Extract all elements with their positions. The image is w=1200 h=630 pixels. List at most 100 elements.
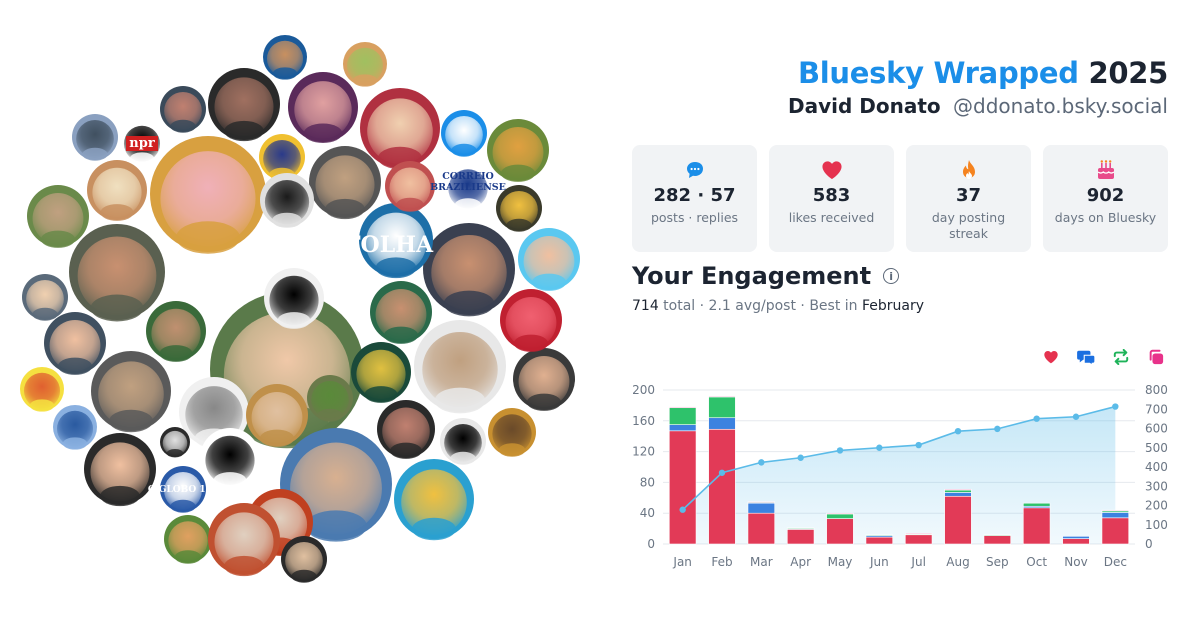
- avatar[interactable]: [288, 72, 358, 144]
- avatar[interactable]: [394, 459, 474, 541]
- bar-segment[interactable]: [1101, 509, 1130, 512]
- bar-segment[interactable]: [708, 395, 736, 398]
- bar-segment[interactable]: [668, 424, 697, 432]
- avatar[interactable]: [370, 281, 432, 344]
- cumulative-point[interactable]: [915, 441, 922, 449]
- quote-icon[interactable]: [1145, 347, 1167, 367]
- avatar[interactable]: [343, 42, 387, 87]
- bar-segment[interactable]: [747, 512, 776, 545]
- cumulative-point[interactable]: [758, 459, 765, 466]
- avatar[interactable]: [281, 536, 327, 583]
- avatar[interactable]: [351, 342, 411, 403]
- bar-segment[interactable]: [1062, 538, 1090, 545]
- avatar[interactable]: [91, 351, 171, 433]
- bar-segment[interactable]: [865, 534, 894, 536]
- avatar[interactable]: [309, 146, 381, 220]
- bar-segment[interactable]: [826, 513, 854, 519]
- avatar[interactable]: [150, 136, 266, 254]
- heart-icon[interactable]: [1040, 347, 1062, 367]
- bar-segment[interactable]: [668, 407, 697, 425]
- avatar[interactable]: [496, 185, 542, 232]
- bar-segment[interactable]: [786, 529, 815, 545]
- avatar[interactable]: [69, 224, 165, 322]
- bar-segment[interactable]: [1022, 502, 1051, 507]
- avatar[interactable]: [84, 433, 156, 507]
- avatar[interactable]: [160, 427, 190, 458]
- avatar[interactable]: [359, 203, 433, 279]
- bar-segment[interactable]: [944, 495, 972, 545]
- avatar[interactable]: [513, 348, 575, 411]
- bar-segment[interactable]: [944, 489, 972, 491]
- avatar[interactable]: [441, 110, 487, 157]
- bar-segment[interactable]: [708, 396, 736, 419]
- cumulative-point[interactable]: [994, 425, 1001, 433]
- bar-segment[interactable]: [983, 534, 1012, 536]
- avatar[interactable]: [53, 405, 97, 450]
- avatar[interactable]: [444, 163, 492, 212]
- cumulative-point[interactable]: [718, 469, 726, 476]
- avatar[interactable]: [72, 114, 118, 161]
- cumulative-point[interactable]: [1112, 403, 1119, 410]
- cumulative-point[interactable]: [1033, 415, 1040, 422]
- avatar[interactable]: [146, 301, 206, 362]
- y2-tick-label: 600: [1145, 422, 1168, 436]
- bar-segment[interactable]: [904, 534, 933, 545]
- avatar[interactable]: [263, 35, 307, 80]
- avatar[interactable]: [440, 418, 486, 465]
- avatar[interactable]: [488, 408, 536, 457]
- avatar[interactable]: [27, 185, 89, 248]
- avatar[interactable]: [20, 367, 64, 412]
- avatar[interactable]: [246, 384, 308, 447]
- avatar[interactable]: [264, 268, 324, 329]
- avatar[interactable]: [414, 320, 506, 414]
- bar-segment[interactable]: [708, 417, 736, 430]
- bar-segment[interactable]: [1101, 517, 1130, 545]
- avatar[interactable]: [360, 88, 440, 170]
- bar-segment[interactable]: [826, 518, 854, 545]
- avatar[interactable]: [385, 161, 435, 212]
- bar-segment[interactable]: [1062, 536, 1090, 539]
- bar-segment[interactable]: [944, 489, 972, 493]
- cumulative-point[interactable]: [876, 444, 883, 451]
- avatar[interactable]: [307, 375, 353, 422]
- bar-segment[interactable]: [747, 501, 776, 503]
- bar-segment[interactable]: [865, 536, 894, 545]
- avatar[interactable]: [423, 223, 515, 317]
- avatar[interactable]: [500, 289, 562, 352]
- avatar[interactable]: [518, 228, 580, 291]
- avatar[interactable]: [377, 400, 435, 459]
- reply-icon[interactable]: [1075, 347, 1097, 367]
- avatar[interactable]: [22, 274, 68, 321]
- avatar[interactable]: [87, 160, 147, 221]
- bar-segment[interactable]: [668, 406, 697, 409]
- avatar[interactable]: [160, 466, 206, 513]
- info-icon[interactable]: i: [883, 268, 900, 284]
- bar-segment[interactable]: [983, 535, 1012, 545]
- avatar[interactable]: [44, 312, 106, 375]
- avatar[interactable]: [208, 503, 280, 577]
- avatar[interactable]: [164, 515, 212, 564]
- cumulative-point[interactable]: [836, 447, 844, 454]
- cumulative-point[interactable]: [679, 506, 686, 513]
- cumulative-point[interactable]: [954, 427, 962, 435]
- avatar[interactable]: [160, 86, 206, 133]
- bar-segment[interactable]: [708, 428, 736, 545]
- bar-segment[interactable]: [944, 492, 972, 497]
- avatar[interactable]: [260, 173, 314, 228]
- bar-segment[interactable]: [904, 532, 933, 535]
- cumulative-point[interactable]: [797, 454, 804, 461]
- y2-tick-label: 800: [1145, 383, 1168, 397]
- bar-segment[interactable]: [1022, 507, 1051, 545]
- bar-segment[interactable]: [668, 430, 697, 545]
- bar-segment[interactable]: [1101, 512, 1130, 519]
- bar-segment[interactable]: [786, 527, 815, 529]
- repost-icon[interactable]: [1110, 347, 1132, 367]
- avatar[interactable]: [208, 68, 280, 142]
- avatar[interactable]: [200, 428, 260, 489]
- avatar[interactable]: [487, 119, 549, 182]
- x-tick-label: May: [828, 555, 853, 569]
- cumulative-point[interactable]: [1072, 413, 1080, 420]
- y-tick-label: 160: [632, 414, 655, 428]
- bar-segment[interactable]: [747, 502, 776, 514]
- bar-segment[interactable]: [826, 512, 854, 515]
